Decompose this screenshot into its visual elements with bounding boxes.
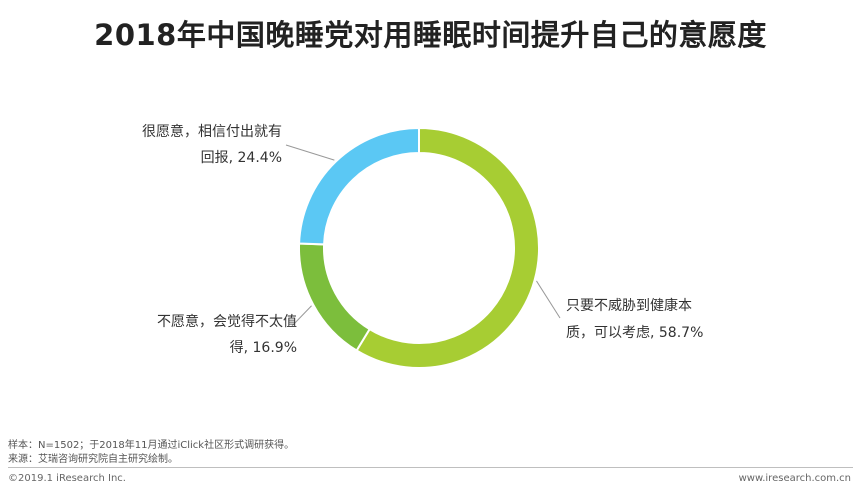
leader-line-1 (291, 305, 312, 327)
donut-slice-1 (298, 242, 371, 352)
slice-label-1-line-1: 得, 16.9% (230, 339, 297, 356)
donut-slice-0 (355, 126, 540, 369)
slice-label-0-line-1: 质，可以考虑, 58.7% (566, 325, 703, 341)
website-text: www.iresearch.com.cn (738, 473, 851, 484)
slice-label-2-line-0: 很愿意，相信付出就有 (142, 123, 282, 140)
leader-line-2 (285, 144, 335, 161)
leader-line-0 (536, 280, 561, 319)
chart-title: 2018年中国晚睡党对用睡眠时间提升自己的意愿度 (94, 18, 767, 52)
slice-label-1-line-0: 不愿意，会觉得不太值 (157, 313, 297, 330)
slice-label-0-line-0: 只要不威胁到健康本 (566, 297, 692, 314)
source-note: 来源：艾瑞咨询研究院自主研究绘制。 (8, 454, 178, 465)
donut-slice-2 (298, 126, 420, 246)
sample-note: 样本：N=1502；于2018年11月通过iClick社区形式调研获得。 (8, 440, 295, 451)
footer-divider (8, 467, 853, 468)
copyright-text: ©2019.1 iResearch Inc. (8, 473, 126, 484)
slice-label-2-line-1: 回报, 24.4% (201, 150, 282, 166)
